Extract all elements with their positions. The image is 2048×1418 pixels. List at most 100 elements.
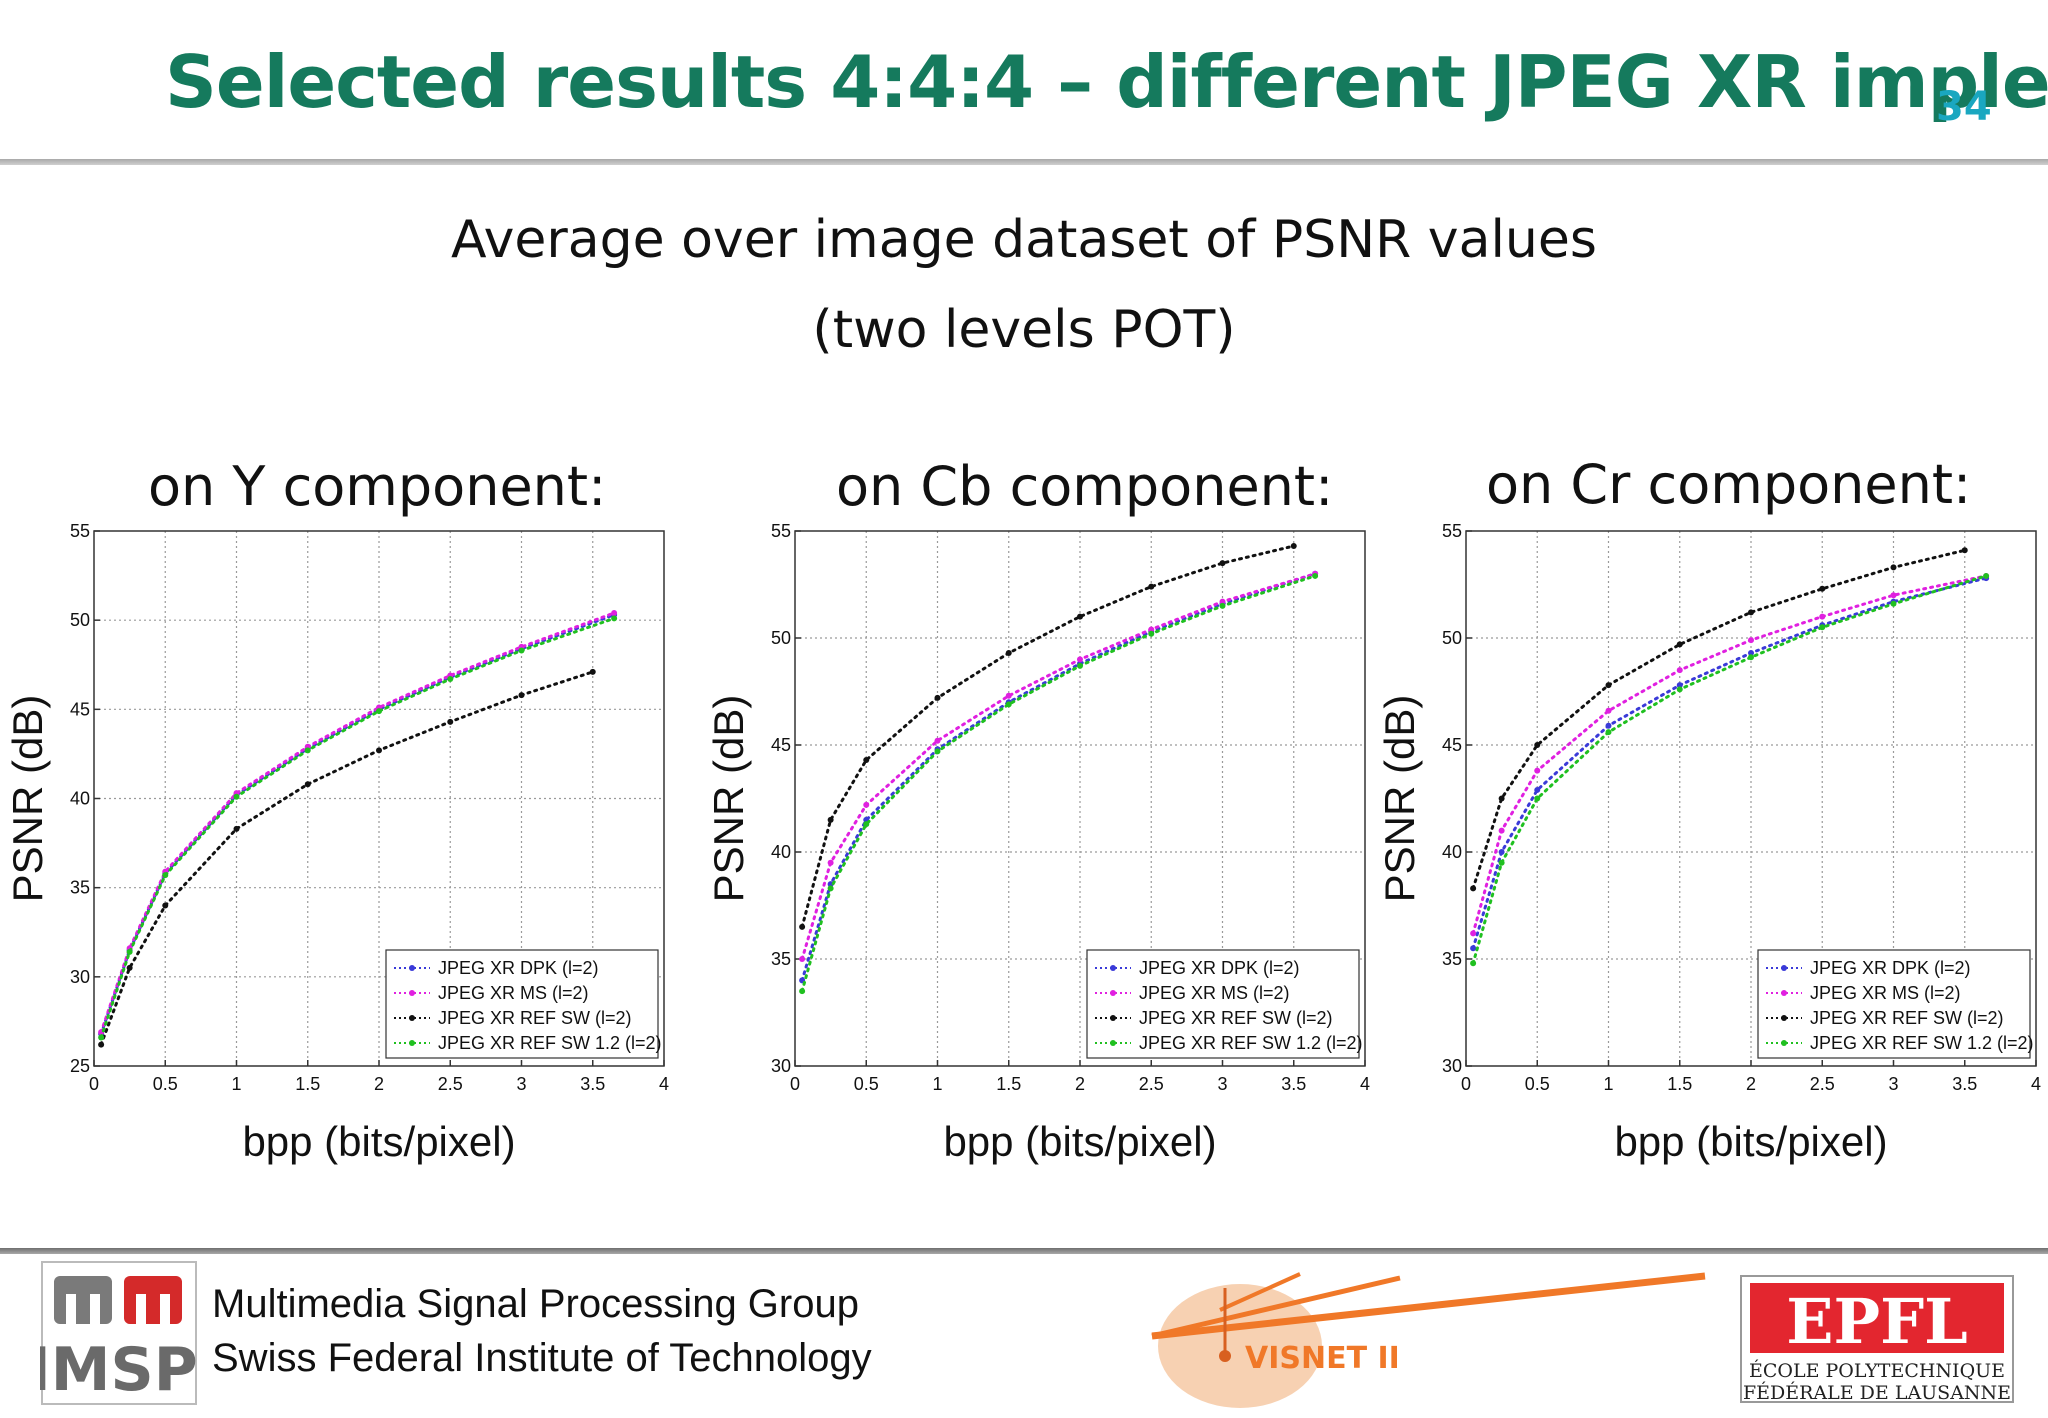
data-point-cb-2 (1290, 542, 1297, 549)
x-tick-label-y: 2 (374, 1074, 384, 1094)
legend-label-cb-1: JPEG XR MS (l=2) (1139, 983, 1290, 1003)
visnet-logo-text: VISNET II (1245, 1341, 1400, 1376)
data-point-cr-1 (1676, 667, 1683, 674)
legend-marker-cb-2 (1110, 1015, 1116, 1021)
data-point-cr-3 (1676, 686, 1683, 693)
data-point-cr-2 (1748, 609, 1754, 616)
legend-marker-cr-3 (1781, 1040, 1787, 1046)
data-point-cr-3 (1819, 624, 1826, 631)
x-tick-label-cb: 0.5 (854, 1074, 879, 1094)
y-tick-label-y: 40 (70, 789, 90, 809)
mmspg-logo: MMSPG (40, 1261, 200, 1405)
legend-label-cr-1: JPEG XR MS (l=2) (1810, 983, 1961, 1003)
x-tick-label-y: 0.5 (153, 1074, 178, 1094)
data-point-cb-2 (1219, 560, 1226, 567)
legend-box-y (385, 949, 659, 1059)
x-tick-label-cb: 3 (1217, 1074, 1227, 1094)
page-number: 34 (1936, 84, 1992, 130)
data-point-cb-2 (827, 816, 834, 823)
data-point-cb-1 (1005, 692, 1012, 699)
x-tick-label-y: 2.5 (438, 1074, 463, 1094)
header-divider (0, 159, 2048, 165)
x-tick-label-cb: 4 (1360, 1074, 1370, 1094)
data-point-y-3 (447, 676, 454, 683)
y-tick-label-y: 45 (70, 699, 90, 719)
y-tick-label-y: 30 (70, 967, 90, 987)
y-tick-label-cb: 45 (771, 735, 791, 755)
data-point-cr-3 (1498, 859, 1505, 866)
y-tick-label-cr: 55 (1442, 521, 1462, 541)
subtitle-line-1: Average over image dataset of PSNR value… (451, 210, 1597, 270)
data-point-cr-0 (1605, 722, 1612, 729)
data-point-cr-2 (1605, 682, 1612, 689)
data-point-cr-2 (1470, 885, 1477, 892)
legend-marker-y-0 (409, 965, 415, 971)
legend-label-y-3: JPEG XR REF SW 1.2 (l=2) (438, 1033, 662, 1053)
x-axis-label-cr: bpp (bits/pixel) (1614, 1118, 1887, 1165)
epfl-logo-text: EPFL (1786, 1285, 1968, 1358)
data-point-cr-1 (1470, 930, 1477, 937)
x-tick-label-y: 3 (516, 1074, 526, 1094)
x-tick-label-cb: 3.5 (1281, 1074, 1306, 1094)
panel-title-y: on Y component: (148, 455, 607, 518)
panel-title-cb: on Cb component: (836, 455, 1334, 518)
legend-marker-y-1 (409, 990, 415, 996)
y-tick-label-cb: 30 (771, 1056, 791, 1076)
data-point-cb-2 (1148, 583, 1155, 590)
visnet-logo: VISNET II (1151, 1272, 1706, 1408)
legend-marker-cr-0 (1781, 965, 1787, 971)
legend-box-cr (1757, 949, 2031, 1059)
data-point-cr-0 (1748, 649, 1754, 656)
epfl-line-2: FÉDÉRALE DE LAUSANNE (1743, 1381, 2011, 1404)
data-point-cr-1 (1819, 613, 1826, 620)
y-tick-label-cb: 50 (771, 628, 791, 648)
data-point-cr-2 (1498, 795, 1505, 802)
y-axis-label-y: PSNR (dB) (4, 695, 51, 903)
y-axis-label-cb: PSNR (dB) (705, 695, 752, 903)
legend-marker-cr-1 (1781, 990, 1787, 996)
legend-label-cr-0: JPEG XR DPK (l=2) (1810, 958, 1971, 978)
x-tick-label-cr: 2.5 (1810, 1074, 1835, 1094)
x-tick-label-cr: 3.5 (1952, 1074, 1977, 1094)
data-point-y-3 (126, 948, 133, 955)
y-tick-label-cb: 35 (771, 949, 791, 969)
data-point-cr-3 (1534, 795, 1541, 802)
data-point-y-2 (447, 718, 454, 725)
data-point-y-3 (98, 1034, 105, 1041)
y-tick-label-y: 25 (70, 1056, 90, 1076)
data-point-cb-1 (1219, 598, 1226, 605)
data-point-cr-2 (1890, 564, 1897, 571)
data-point-cb-3 (1219, 602, 1226, 609)
y-tick-label-cb: 40 (771, 842, 791, 862)
data-point-y-3 (304, 747, 311, 754)
y-tick-label-y: 50 (70, 610, 90, 630)
data-point-y-2 (589, 668, 596, 675)
data-point-cr-0 (1498, 849, 1505, 855)
y-tick-label-cb: 55 (771, 521, 791, 541)
data-point-cb-1 (863, 801, 870, 808)
data-point-y-2 (376, 747, 382, 754)
y-tick-label-y: 55 (70, 521, 90, 541)
data-point-y-3 (162, 872, 169, 879)
legend-label-y-1: JPEG XR MS (l=2) (438, 983, 589, 1003)
data-point-cr-3 (1605, 729, 1612, 736)
y-tick-label-cr: 40 (1442, 842, 1462, 862)
footer-org-line-1: Multimedia Signal Processing Group (212, 1282, 859, 1326)
data-point-cb-3 (827, 885, 834, 892)
y-tick-label-cr: 35 (1442, 949, 1462, 969)
legend-label-y-0: JPEG XR DPK (l=2) (438, 958, 599, 978)
legend-label-cr-3: JPEG XR REF SW 1.2 (l=2) (1810, 1033, 2034, 1053)
data-point-y-3 (611, 615, 618, 622)
data-point-cr-1 (1498, 827, 1505, 834)
data-point-cr-2 (1676, 641, 1683, 648)
data-point-cb-1 (827, 859, 834, 866)
x-tick-label-cb: 1 (932, 1074, 942, 1094)
data-point-cb-1 (934, 737, 941, 744)
slide-title: Selected results 4:4:4 – different JPEG … (165, 40, 2048, 124)
x-tick-label-y: 4 (659, 1074, 669, 1094)
data-point-cr-3 (1983, 572, 1990, 579)
x-tick-label-y: 1 (231, 1074, 241, 1094)
data-point-cb-3 (1312, 572, 1319, 579)
data-point-cr-1 (1605, 707, 1612, 714)
